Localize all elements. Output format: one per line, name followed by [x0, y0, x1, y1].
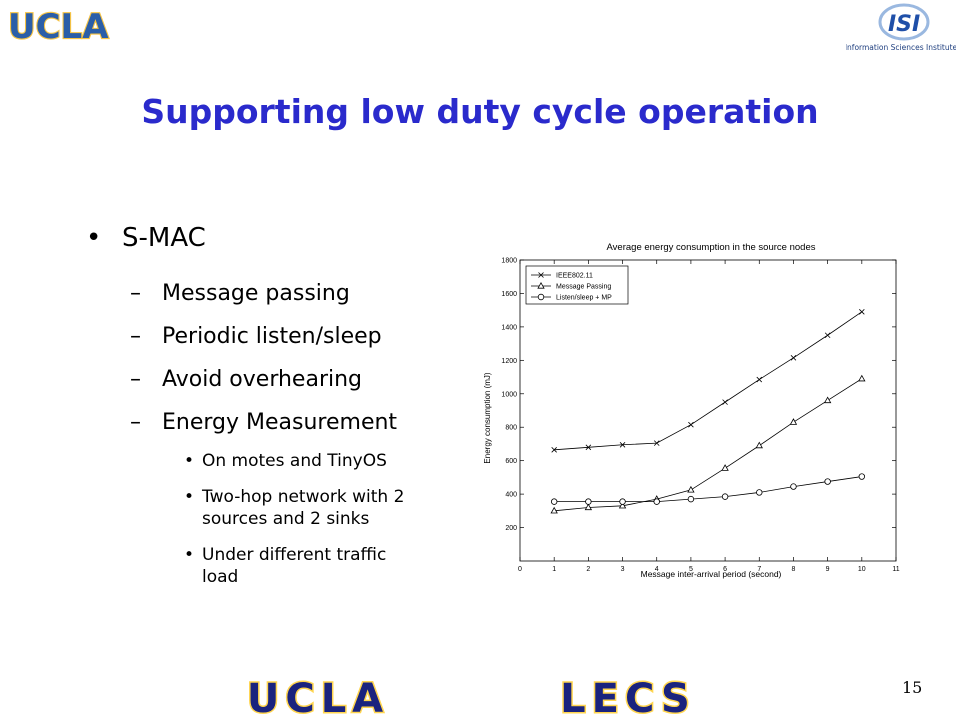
legend-label: Listen/sleep + MP — [556, 295, 612, 302]
y-tick-label: 1200 — [501, 358, 517, 365]
data-point — [585, 498, 592, 505]
x-tick-label: 9 — [826, 566, 830, 573]
data-point — [688, 421, 694, 428]
data-point — [824, 478, 831, 485]
data-point — [722, 399, 728, 405]
y-tick-label: 1600 — [501, 291, 517, 298]
x-tick-label: 10 — [858, 566, 866, 573]
data-point — [653, 440, 660, 446]
x-tick-label: 7 — [757, 566, 761, 573]
x-tick-label: 0 — [518, 566, 522, 573]
data-point — [550, 498, 558, 505]
sub-item: – Avoid overhearing — [130, 367, 363, 392]
series-line — [554, 311, 863, 451]
sub-item: – Energy Measurement — [130, 410, 398, 435]
data-point — [756, 376, 763, 383]
sub-item: – Periodic listen/sleep — [130, 324, 382, 349]
ucla-logo-text: UCLA — [8, 7, 109, 44]
data-point — [550, 506, 558, 514]
data-point — [721, 464, 729, 471]
chart-xlabel: Message inter-arrival period (second) — [641, 569, 782, 579]
data-point — [858, 374, 866, 382]
legend-marker — [538, 272, 544, 278]
page-number: 15 — [902, 678, 923, 697]
ucla-footer-text: UCLA — [247, 676, 389, 720]
subsub-item-label: On motes and TinyOS — [202, 451, 387, 471]
subsub-item-label: Under different traffic load — [202, 545, 387, 587]
isi-logo-subtitle: Information Sciences Institute — [846, 43, 956, 52]
ucla-footer-logo: UCLA — [245, 675, 389, 720]
subsub-item: • Under different traffic load — [184, 545, 387, 587]
lecs-footer-text: LECS — [560, 676, 696, 720]
data-point — [824, 332, 831, 339]
sub-item-label: Energy Measurement — [162, 410, 398, 435]
x-tick-label: 6 — [723, 566, 727, 573]
data-point — [551, 447, 557, 453]
slide-title: Supporting low duty cycle operation — [141, 92, 819, 131]
energy-chart: Average energy consumption in the source… — [483, 242, 900, 579]
chart-title: Average energy consumption in the source… — [607, 242, 816, 253]
data-point — [619, 498, 626, 505]
sub-item-label: Avoid overhearing — [162, 367, 363, 392]
data-point — [687, 495, 695, 503]
data-point — [823, 396, 832, 404]
data-point — [618, 501, 627, 509]
legend-label: Message Passing — [556, 284, 611, 291]
legend-marker — [537, 281, 545, 289]
data-point — [721, 493, 729, 500]
data-point — [584, 503, 593, 511]
subsub-item: • On motes and TinyOS — [184, 451, 387, 471]
data-point — [585, 444, 592, 451]
data-point — [859, 309, 865, 315]
y-tick-label: 600 — [505, 458, 517, 465]
sub-item-label: Message passing — [162, 281, 350, 306]
isi-logo-text: ISI — [888, 12, 920, 37]
data-point — [687, 485, 695, 493]
x-tick-label: 5 — [689, 566, 693, 573]
y-tick-label: 400 — [505, 492, 517, 499]
x-tick-label: 11 — [892, 566, 899, 573]
x-tick-label: 4 — [655, 566, 659, 573]
x-tick-label: 1 — [552, 566, 556, 573]
data-point — [619, 441, 626, 448]
lecs-footer-logo: LECS — [559, 675, 696, 720]
y-tick-label: 1000 — [501, 391, 517, 398]
y-tick-label: 1800 — [501, 258, 517, 265]
sub-item-label: Periodic listen/sleep — [162, 324, 382, 349]
data-point — [756, 489, 763, 496]
x-tick-label: 3 — [621, 566, 625, 573]
ucla-logo: UCLA — [7, 6, 110, 44]
y-tick-label: 1400 — [501, 324, 517, 331]
data-point — [790, 355, 797, 361]
plot-frame — [519, 259, 897, 562]
series-line — [554, 476, 862, 503]
sub-item: – Message passing — [130, 281, 350, 306]
legend-label: IEEE802.11 — [556, 273, 593, 280]
series-line — [554, 378, 863, 512]
bullet-label: S-MAC — [122, 223, 206, 253]
data-point — [789, 418, 798, 425]
x-tick-label: 2 — [586, 566, 590, 573]
data-point — [653, 498, 660, 505]
data-point — [755, 441, 763, 449]
subsub-item: • Two-hop network with 2 sources and 2 s… — [184, 487, 405, 529]
data-point — [790, 483, 797, 490]
y-tick-label: 200 — [505, 525, 517, 532]
x-tick-label: 8 — [792, 566, 796, 573]
subsub-item-label: Two-hop network with 2 sources and 2 sin… — [202, 487, 405, 529]
bullet-list: • S-MAC – Message passing – Periodic lis… — [86, 218, 486, 602]
bullet-smac: • S-MAC — [86, 223, 206, 253]
data-point — [858, 473, 866, 480]
chart-ylabel: Energy consumption (mJ) — [483, 372, 492, 463]
legend-marker — [537, 293, 545, 301]
y-tick-label: 800 — [505, 425, 517, 432]
isi-logo: ISI Information Sciences Institute — [846, 3, 956, 52]
